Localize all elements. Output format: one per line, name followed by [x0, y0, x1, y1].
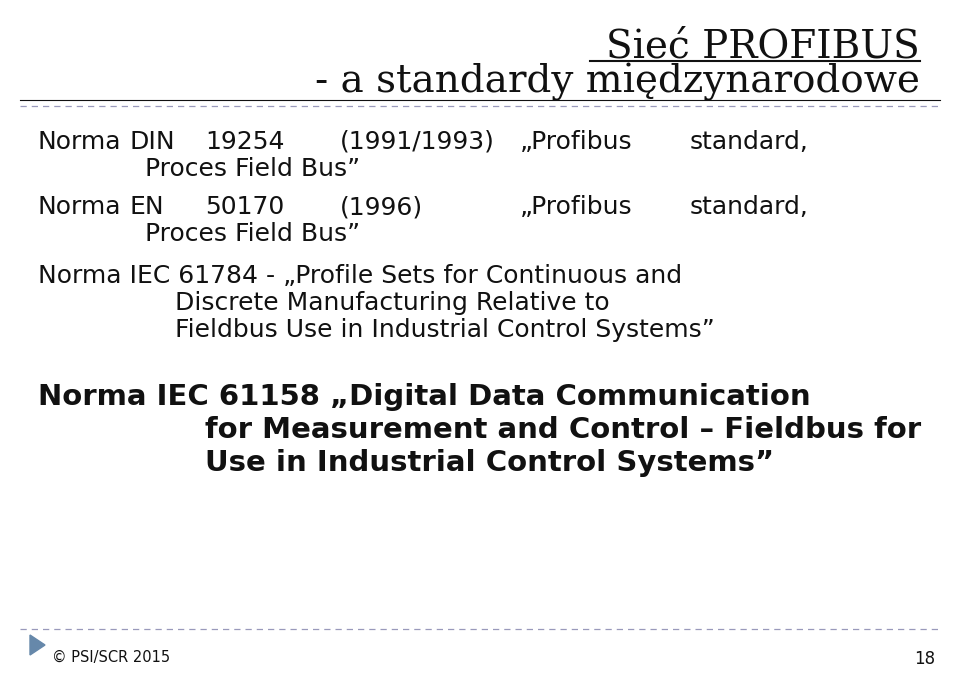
- Text: 50170: 50170: [205, 195, 284, 219]
- Text: 18: 18: [914, 650, 935, 668]
- Text: Proces Field Bus”: Proces Field Bus”: [145, 157, 360, 181]
- Text: Use in Industrial Control Systems”: Use in Industrial Control Systems”: [205, 449, 774, 477]
- Text: DIN: DIN: [130, 130, 176, 154]
- Text: © PSI/SCR 2015: © PSI/SCR 2015: [52, 650, 170, 665]
- Text: Norma: Norma: [38, 195, 122, 219]
- Polygon shape: [30, 635, 45, 655]
- Text: standard,: standard,: [690, 130, 809, 154]
- Text: (1991/1993): (1991/1993): [340, 130, 494, 154]
- Text: „Profibus: „Profibus: [520, 130, 633, 154]
- Text: EN: EN: [130, 195, 164, 219]
- Text: for Measurement and Control – Fieldbus for: for Measurement and Control – Fieldbus f…: [205, 416, 922, 444]
- Text: „Profibus: „Profibus: [520, 195, 633, 219]
- Text: (1996): (1996): [340, 195, 423, 219]
- Text: standard,: standard,: [690, 195, 809, 219]
- Text: Norma IEC 61784 - „Profile Sets for Continuous and: Norma IEC 61784 - „Profile Sets for Cont…: [38, 264, 683, 288]
- Text: Discrete Manufacturing Relative to: Discrete Manufacturing Relative to: [175, 291, 610, 315]
- Text: Fieldbus Use in Industrial Control Systems”: Fieldbus Use in Industrial Control Syste…: [175, 318, 715, 342]
- Text: - a standardy międzynarodowe: - a standardy międzynarodowe: [315, 63, 920, 101]
- Text: Norma IEC 61158 „Digital Data Communication: Norma IEC 61158 „Digital Data Communicat…: [38, 383, 810, 411]
- Text: 19254: 19254: [205, 130, 284, 154]
- Text: Norma: Norma: [38, 130, 122, 154]
- Text: Proces Field Bus”: Proces Field Bus”: [145, 222, 360, 246]
- Text: Sieć PROFIBUS: Sieć PROFIBUS: [607, 29, 920, 66]
